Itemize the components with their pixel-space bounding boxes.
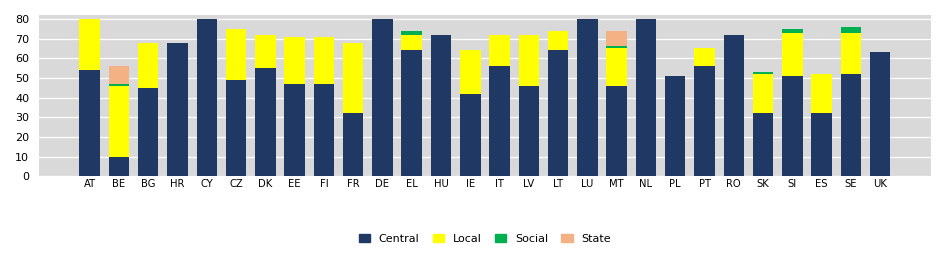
Bar bbox=[255, 35, 275, 68]
Bar bbox=[109, 86, 130, 157]
Bar bbox=[841, 27, 861, 33]
Bar bbox=[197, 19, 217, 176]
Bar bbox=[489, 66, 510, 176]
Bar bbox=[841, 74, 861, 176]
Bar bbox=[401, 35, 422, 50]
Bar bbox=[138, 43, 158, 88]
Bar bbox=[518, 35, 539, 86]
Bar bbox=[812, 74, 832, 113]
Bar bbox=[314, 37, 334, 84]
Bar bbox=[285, 37, 305, 84]
Bar bbox=[782, 33, 802, 76]
Bar bbox=[314, 84, 334, 176]
Bar bbox=[724, 35, 745, 176]
Bar bbox=[606, 31, 627, 46]
Bar bbox=[841, 33, 861, 74]
Bar bbox=[226, 80, 246, 176]
Bar bbox=[753, 74, 773, 113]
Bar bbox=[255, 68, 275, 176]
Bar bbox=[694, 48, 715, 66]
Bar bbox=[460, 50, 481, 94]
Bar bbox=[548, 50, 569, 176]
Bar bbox=[753, 72, 773, 74]
Bar bbox=[577, 19, 598, 176]
Bar bbox=[79, 70, 100, 176]
Bar bbox=[401, 50, 422, 176]
Bar bbox=[342, 113, 363, 176]
Bar bbox=[548, 31, 569, 50]
Bar bbox=[870, 53, 890, 176]
Bar bbox=[518, 86, 539, 176]
Bar bbox=[694, 66, 715, 176]
Bar bbox=[460, 94, 481, 176]
Bar bbox=[665, 76, 686, 176]
Bar bbox=[636, 19, 657, 176]
Bar bbox=[430, 35, 451, 176]
Bar bbox=[489, 35, 510, 66]
Bar bbox=[109, 84, 130, 86]
Bar bbox=[138, 88, 158, 176]
Bar bbox=[167, 43, 187, 176]
Legend: Central, Local, Social, State: Central, Local, Social, State bbox=[359, 233, 611, 244]
Bar bbox=[109, 66, 130, 84]
Bar bbox=[606, 48, 627, 86]
Bar bbox=[79, 19, 100, 70]
Bar bbox=[812, 113, 832, 176]
Bar bbox=[782, 76, 802, 176]
Bar bbox=[753, 113, 773, 176]
Bar bbox=[342, 43, 363, 113]
Bar bbox=[606, 86, 627, 176]
Bar bbox=[372, 19, 393, 176]
Bar bbox=[782, 29, 802, 33]
Bar bbox=[109, 157, 130, 176]
Bar bbox=[285, 84, 305, 176]
Bar bbox=[401, 31, 422, 35]
Bar bbox=[606, 46, 627, 48]
Bar bbox=[226, 29, 246, 80]
